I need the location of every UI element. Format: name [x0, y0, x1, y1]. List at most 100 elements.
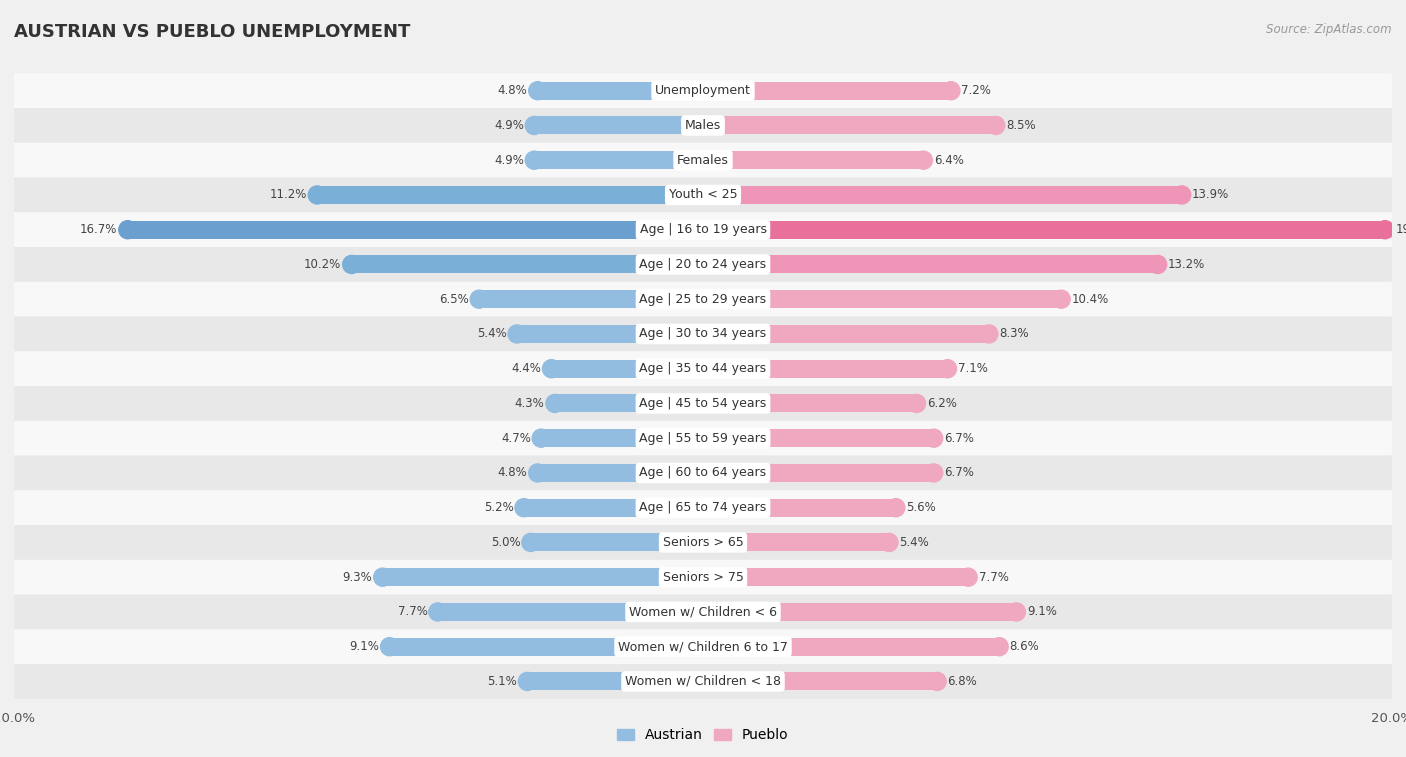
Circle shape — [529, 464, 547, 482]
Circle shape — [925, 464, 943, 482]
Circle shape — [374, 569, 392, 586]
Bar — [537, 464, 703, 482]
Text: 10.4%: 10.4% — [1071, 293, 1109, 306]
FancyBboxPatch shape — [14, 247, 1392, 282]
Text: 16.7%: 16.7% — [80, 223, 117, 236]
Text: 4.8%: 4.8% — [498, 84, 527, 97]
Text: 4.9%: 4.9% — [494, 154, 524, 167]
Bar — [703, 603, 1017, 621]
Bar — [703, 637, 1000, 656]
Bar — [318, 186, 703, 204]
Bar — [703, 82, 950, 100]
Text: 4.7%: 4.7% — [501, 431, 531, 444]
FancyBboxPatch shape — [14, 108, 1392, 143]
Text: 6.5%: 6.5% — [439, 293, 468, 306]
Text: 6.8%: 6.8% — [948, 675, 977, 688]
FancyBboxPatch shape — [14, 386, 1392, 421]
Circle shape — [529, 82, 547, 100]
Bar — [703, 499, 896, 517]
FancyBboxPatch shape — [14, 178, 1392, 212]
Text: 9.1%: 9.1% — [1026, 606, 1057, 618]
Text: Age | 65 to 74 years: Age | 65 to 74 years — [640, 501, 766, 514]
FancyBboxPatch shape — [14, 525, 1392, 560]
Legend: Austrian, Pueblo: Austrian, Pueblo — [612, 723, 794, 748]
Text: 6.4%: 6.4% — [934, 154, 963, 167]
FancyBboxPatch shape — [14, 491, 1392, 525]
Bar — [437, 603, 703, 621]
Text: AUSTRIAN VS PUEBLO UNEMPLOYMENT: AUSTRIAN VS PUEBLO UNEMPLOYMENT — [14, 23, 411, 41]
Bar — [703, 221, 1385, 238]
Text: 9.1%: 9.1% — [349, 640, 380, 653]
Circle shape — [546, 394, 564, 413]
Text: Males: Males — [685, 119, 721, 132]
Bar — [541, 429, 703, 447]
Bar — [128, 221, 703, 238]
Circle shape — [1052, 290, 1070, 308]
Text: Women w/ Children < 18: Women w/ Children < 18 — [626, 675, 780, 688]
Circle shape — [543, 360, 561, 378]
Text: Age | 25 to 29 years: Age | 25 to 29 years — [640, 293, 766, 306]
Text: Females: Females — [678, 154, 728, 167]
Circle shape — [381, 637, 398, 656]
Circle shape — [1008, 603, 1025, 621]
FancyBboxPatch shape — [14, 351, 1392, 386]
Circle shape — [990, 637, 1008, 656]
Text: 13.9%: 13.9% — [1192, 188, 1229, 201]
Circle shape — [980, 325, 998, 343]
Text: 6.7%: 6.7% — [945, 431, 974, 444]
Text: Seniors > 75: Seniors > 75 — [662, 571, 744, 584]
Bar — [703, 672, 938, 690]
Text: Age | 30 to 34 years: Age | 30 to 34 years — [640, 328, 766, 341]
FancyBboxPatch shape — [14, 629, 1392, 664]
Bar — [703, 360, 948, 378]
Circle shape — [519, 672, 536, 690]
FancyBboxPatch shape — [14, 282, 1392, 316]
Circle shape — [928, 672, 946, 690]
Bar — [352, 255, 703, 273]
Text: Women w/ Children < 6: Women w/ Children < 6 — [628, 606, 778, 618]
Bar — [534, 151, 703, 170]
FancyBboxPatch shape — [14, 316, 1392, 351]
Circle shape — [118, 221, 136, 238]
Bar — [555, 394, 703, 413]
Circle shape — [939, 360, 956, 378]
Circle shape — [508, 325, 526, 343]
Text: 4.9%: 4.9% — [494, 119, 524, 132]
Text: 7.1%: 7.1% — [957, 362, 988, 375]
Circle shape — [1149, 255, 1167, 273]
Circle shape — [1173, 186, 1191, 204]
Text: Age | 55 to 59 years: Age | 55 to 59 years — [640, 431, 766, 444]
Text: Seniors > 65: Seniors > 65 — [662, 536, 744, 549]
FancyBboxPatch shape — [14, 664, 1392, 699]
FancyBboxPatch shape — [14, 421, 1392, 456]
Text: 5.4%: 5.4% — [477, 328, 506, 341]
Text: Age | 20 to 24 years: Age | 20 to 24 years — [640, 258, 766, 271]
Circle shape — [515, 499, 533, 517]
FancyBboxPatch shape — [14, 143, 1392, 178]
Text: Youth < 25: Youth < 25 — [669, 188, 737, 201]
Circle shape — [925, 429, 943, 447]
Circle shape — [343, 255, 360, 273]
Circle shape — [470, 290, 488, 308]
Bar — [703, 429, 934, 447]
Circle shape — [1376, 221, 1393, 238]
FancyBboxPatch shape — [14, 73, 1392, 108]
Bar — [389, 637, 703, 656]
Bar — [703, 117, 995, 135]
Circle shape — [526, 117, 543, 135]
Text: 13.2%: 13.2% — [1168, 258, 1205, 271]
Text: 7.7%: 7.7% — [979, 571, 1008, 584]
Bar — [524, 499, 703, 517]
Text: 6.7%: 6.7% — [945, 466, 974, 479]
Text: Age | 45 to 54 years: Age | 45 to 54 years — [640, 397, 766, 410]
Bar — [703, 569, 969, 586]
Circle shape — [942, 82, 960, 100]
Bar — [382, 569, 703, 586]
Circle shape — [908, 394, 925, 413]
Circle shape — [531, 429, 550, 447]
Circle shape — [914, 151, 932, 170]
Text: 10.2%: 10.2% — [304, 258, 342, 271]
Text: 7.2%: 7.2% — [962, 84, 991, 97]
Text: Age | 35 to 44 years: Age | 35 to 44 years — [640, 362, 766, 375]
Circle shape — [959, 569, 977, 586]
